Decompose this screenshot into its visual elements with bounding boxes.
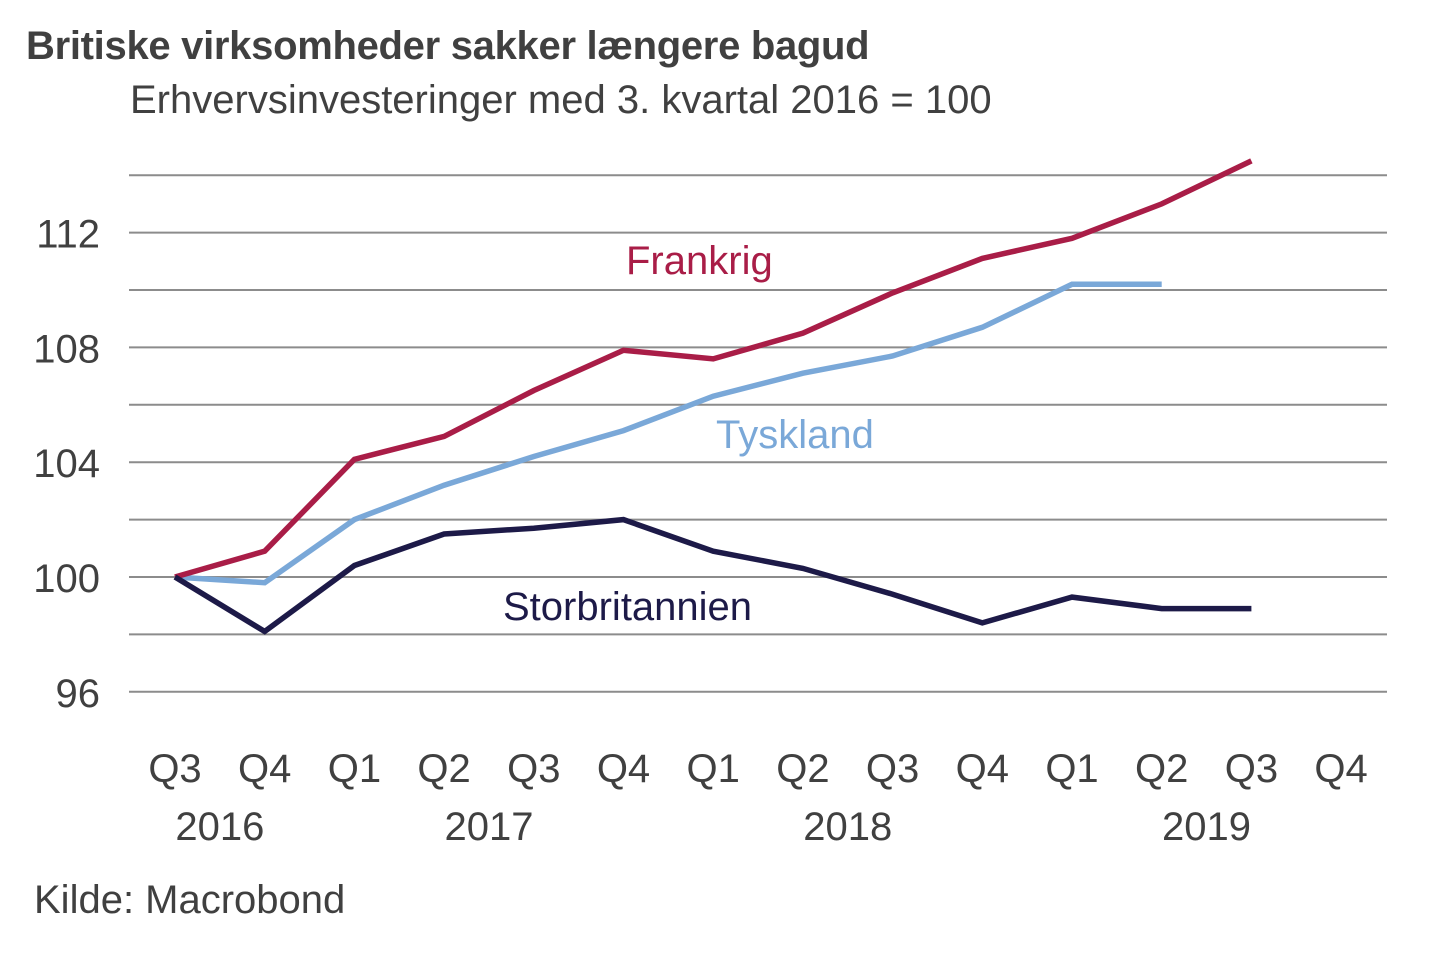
series-label-tyskland: Tyskland: [716, 413, 874, 457]
x-tick-label: Q3: [148, 747, 201, 791]
chart-subtitle: Erhvervsinvesteringer med 3. kvartal 201…: [130, 78, 992, 122]
source-note: Kilde: Macrobond: [34, 878, 346, 922]
y-tick-label: 112: [36, 213, 100, 257]
series-line-frankrig: [174, 158, 1253, 580]
x-tick-label: Q3: [866, 747, 919, 791]
series-lines: [173, 158, 1253, 635]
chart-title: Britiske virksomheder sakker længere bag…: [26, 24, 870, 68]
x-tick-label: Q2: [1135, 747, 1188, 791]
x-tick-label: Q1: [1045, 747, 1098, 791]
series-line-storbritannien: [173, 516, 1252, 635]
x-tick-label: Q4: [238, 747, 291, 791]
x-tick-label: Q1: [687, 747, 740, 791]
series-label-storbritannien: Storbritannien: [503, 585, 752, 629]
x-tick-label: Q4: [597, 747, 650, 791]
x-year-label: 2017: [444, 805, 533, 849]
series-labels: Frankrig Tyskland Storbritannien: [503, 239, 874, 629]
series-line-tyskland: [174, 281, 1162, 586]
x-tick-label: Q4: [1314, 747, 1367, 791]
x-tick-label: Q2: [776, 747, 829, 791]
x-tick-label: Q3: [507, 747, 560, 791]
y-tick-label: 104: [33, 442, 100, 486]
y-tick-label: 100: [33, 557, 100, 601]
x-year-label: 2018: [803, 805, 892, 849]
x-tick-label: Q1: [328, 747, 381, 791]
x-tick-label: Q4: [956, 747, 1009, 791]
y-tick-label: 96: [56, 672, 101, 716]
x-tick-label: Q2: [417, 747, 470, 791]
y-tick-label: 108: [33, 327, 100, 371]
x-tick-label: Q3: [1225, 747, 1278, 791]
y-axis: 96 100 104 108 112: [33, 213, 100, 716]
series-label-frankrig: Frankrig: [626, 239, 773, 283]
x-year-label: 2019: [1162, 805, 1251, 849]
x-year-label: 2016: [175, 805, 264, 849]
x-axis: Q3 Q4 Q1 Q2 Q3 Q4 Q1 Q2 Q3 Q4 Q1 Q2 Q3 Q4 2016 2017 2018…: [148, 747, 1367, 849]
